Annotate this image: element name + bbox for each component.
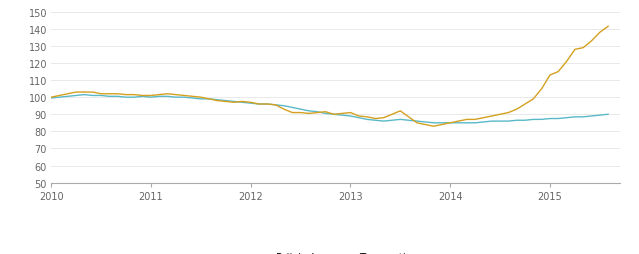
Prijsindex	[571, 116, 579, 119]
Transacties	[604, 26, 612, 29]
Transacties	[280, 108, 288, 111]
Line: Transacties: Transacties	[51, 27, 608, 127]
Prijsindex	[438, 122, 446, 125]
Prijsindex	[555, 118, 562, 121]
Line: Prijsindex: Prijsindex	[51, 95, 608, 123]
Transacties	[371, 118, 379, 121]
Prijsindex	[463, 122, 471, 125]
Transacties	[363, 116, 371, 119]
Transacties	[180, 94, 188, 98]
Transacties	[555, 71, 562, 74]
Transacties	[47, 96, 55, 99]
Prijsindex	[81, 94, 88, 97]
Prijsindex	[505, 120, 512, 123]
Prijsindex	[429, 122, 437, 125]
Transacties	[429, 125, 437, 128]
Legend: Prijsindex, Transacties: Prijsindex, Transacties	[249, 248, 422, 254]
Prijsindex	[604, 113, 612, 116]
Transacties	[172, 94, 180, 97]
Prijsindex	[47, 97, 55, 100]
Prijsindex	[563, 117, 571, 120]
